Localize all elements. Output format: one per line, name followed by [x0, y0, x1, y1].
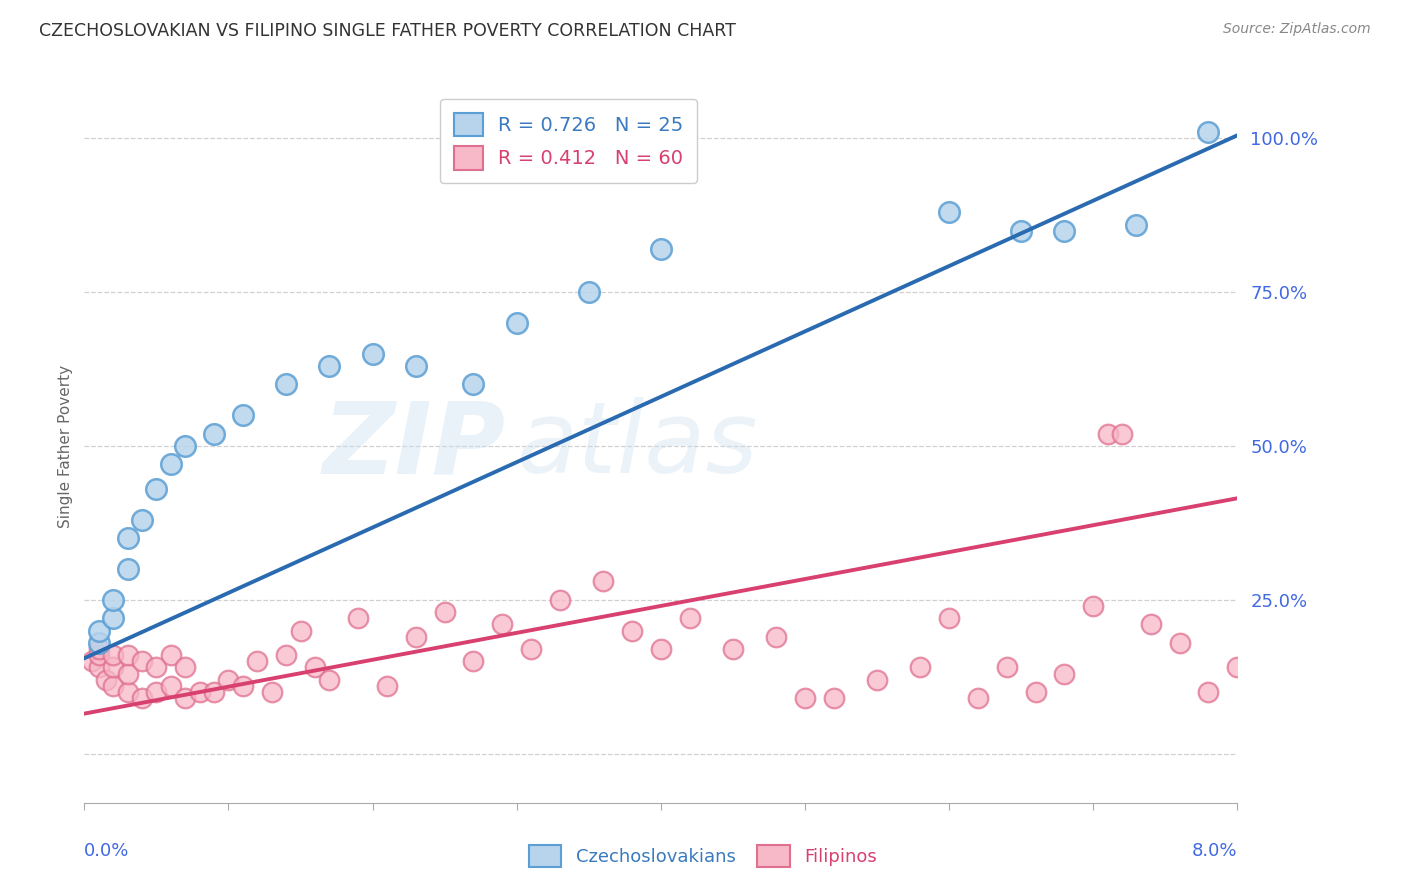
- Point: [131, 654, 153, 668]
- Point: [1256, 500, 1278, 515]
- Point: [87, 642, 110, 657]
- Point: [910, 660, 932, 674]
- Point: [1198, 125, 1220, 139]
- Point: [1226, 660, 1249, 674]
- Point: [463, 377, 485, 392]
- Point: [103, 611, 124, 625]
- Point: [160, 458, 183, 472]
- Point: [491, 617, 513, 632]
- Point: [1111, 426, 1133, 441]
- Point: [938, 611, 960, 625]
- Text: CZECHOSLOVAKIAN VS FILIPINO SINGLE FATHER POVERTY CORRELATION CHART: CZECHOSLOVAKIAN VS FILIPINO SINGLE FATHE…: [39, 22, 737, 40]
- Point: [592, 574, 614, 589]
- Point: [174, 691, 197, 706]
- Point: [188, 685, 211, 699]
- Point: [117, 666, 139, 681]
- Point: [347, 611, 370, 625]
- Point: [160, 679, 183, 693]
- Legend: R = 0.726   N = 25, R = 0.412   N = 60: R = 0.726 N = 25, R = 0.412 N = 60: [440, 99, 697, 184]
- Point: [679, 611, 702, 625]
- Point: [1168, 636, 1191, 650]
- Point: [361, 347, 384, 361]
- Point: [145, 685, 167, 699]
- Point: [721, 642, 744, 657]
- Point: [650, 242, 672, 256]
- Point: [117, 562, 139, 576]
- Point: [260, 685, 283, 699]
- Point: [1025, 685, 1047, 699]
- Point: [94, 673, 117, 687]
- Y-axis label: Single Father Poverty: Single Father Poverty: [58, 365, 73, 527]
- Point: [765, 630, 787, 644]
- Point: [1198, 685, 1220, 699]
- Point: [1097, 426, 1119, 441]
- Point: [290, 624, 312, 638]
- Text: ZIP: ZIP: [322, 398, 505, 494]
- Point: [80, 654, 103, 668]
- Point: [202, 685, 225, 699]
- Point: [87, 660, 110, 674]
- Point: [794, 691, 817, 706]
- Point: [117, 531, 139, 545]
- Point: [218, 673, 240, 687]
- Point: [174, 439, 197, 453]
- Point: [548, 592, 571, 607]
- Point: [103, 592, 124, 607]
- Point: [621, 624, 644, 638]
- Point: [405, 359, 427, 373]
- Point: [1140, 617, 1163, 632]
- Text: 8.0%: 8.0%: [1192, 842, 1237, 860]
- Point: [145, 660, 167, 674]
- Point: [823, 691, 845, 706]
- Point: [866, 673, 889, 687]
- Point: [578, 285, 600, 300]
- Legend: Czechoslovakians, Filipinos: Czechoslovakians, Filipinos: [522, 838, 884, 874]
- Point: [246, 654, 269, 668]
- Point: [463, 654, 485, 668]
- Point: [433, 605, 456, 619]
- Point: [375, 679, 398, 693]
- Point: [202, 426, 225, 441]
- Text: 0.0%: 0.0%: [84, 842, 129, 860]
- Point: [117, 648, 139, 662]
- Point: [318, 673, 340, 687]
- Text: atlas: atlas: [517, 398, 758, 494]
- Point: [405, 630, 427, 644]
- Point: [304, 660, 326, 674]
- Point: [938, 205, 960, 219]
- Point: [1083, 599, 1105, 613]
- Point: [160, 648, 183, 662]
- Point: [103, 648, 124, 662]
- Point: [103, 660, 124, 674]
- Text: Source: ZipAtlas.com: Source: ZipAtlas.com: [1223, 22, 1371, 37]
- Point: [87, 648, 110, 662]
- Point: [276, 648, 298, 662]
- Point: [232, 679, 254, 693]
- Point: [1010, 224, 1032, 238]
- Point: [1125, 218, 1147, 232]
- Point: [650, 642, 672, 657]
- Point: [131, 513, 153, 527]
- Point: [232, 409, 254, 423]
- Point: [520, 642, 543, 657]
- Point: [318, 359, 340, 373]
- Point: [87, 636, 110, 650]
- Point: [276, 377, 298, 392]
- Point: [1053, 666, 1076, 681]
- Point: [967, 691, 990, 706]
- Point: [506, 316, 529, 330]
- Point: [131, 691, 153, 706]
- Point: [145, 482, 167, 496]
- Point: [103, 679, 124, 693]
- Point: [995, 660, 1018, 674]
- Point: [174, 660, 197, 674]
- Point: [87, 624, 110, 638]
- Point: [117, 685, 139, 699]
- Point: [1053, 224, 1076, 238]
